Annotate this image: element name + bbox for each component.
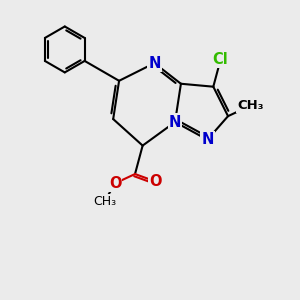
Text: Cl: Cl — [213, 52, 228, 67]
Text: N: N — [148, 56, 160, 70]
Text: O: O — [149, 174, 162, 189]
Text: O: O — [109, 176, 121, 191]
Text: CH₃: CH₃ — [93, 195, 116, 208]
Text: N: N — [169, 115, 181, 130]
Text: CH₃: CH₃ — [238, 99, 264, 112]
Text: N: N — [201, 132, 214, 147]
